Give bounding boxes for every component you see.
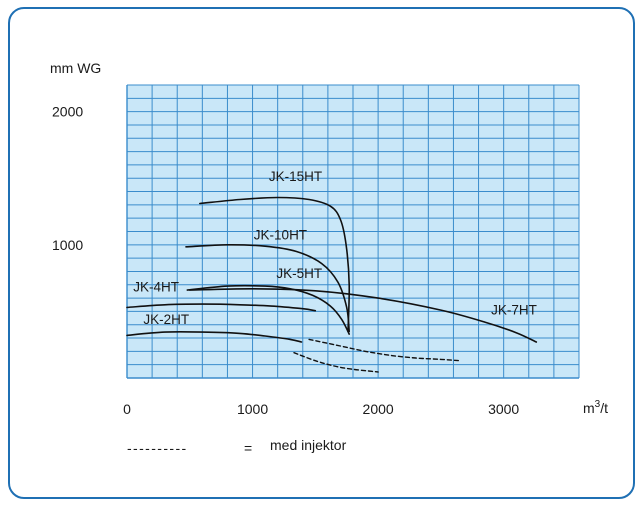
curve-labels: JK-15HT JK-10HT JK-5HT JK-4HT JK-7HT JK-2HT	[133, 169, 537, 327]
jk-2ht-curve	[126, 303, 317, 312]
injektor-curve-7	[308, 338, 461, 362]
x-axis-label-superscript: 3	[595, 399, 601, 410]
jk-15ht-curve	[199, 196, 351, 333]
curve-label-jk-2ht: JK-2HT	[143, 312, 189, 327]
x-tick-label: 3000	[488, 401, 519, 417]
curve-label-jk-7ht: JK-7HT	[491, 303, 537, 318]
x-axis-label: m3/t	[583, 399, 608, 416]
unlabeled-curve-6	[126, 330, 303, 343]
x-tick-label: 0	[123, 401, 131, 417]
jk-10ht-curve	[185, 243, 350, 333]
y-tick-label: 2000	[52, 104, 83, 120]
y-tick-label: 1000	[52, 237, 83, 253]
curve-label-jk-4ht: JK-4HT	[133, 279, 179, 294]
injektor-curve-8	[293, 352, 379, 373]
x-tick-label: 1000	[237, 401, 268, 417]
legend-text: med injektor	[270, 437, 347, 453]
jk-4ht-curve	[189, 287, 538, 343]
jk-5ht-curve	[186, 284, 350, 335]
legend-equals: =	[244, 440, 252, 456]
tick-labels: 0 1000 2000 3000 1000 2000	[52, 104, 519, 417]
x-axis-label-base: m	[583, 400, 595, 416]
curves	[126, 196, 538, 373]
curve-label-jk-10ht: JK-10HT	[254, 227, 307, 242]
y-axis-label: mm WG	[50, 60, 101, 76]
curve-label-jk-15ht: JK-15HT	[269, 169, 322, 184]
legend-dash-sample: ----------	[127, 440, 188, 456]
x-axis-label-tail: /t	[600, 400, 608, 416]
curve-label-jk-5ht: JK-5HT	[276, 266, 322, 281]
grid	[126, 84, 580, 379]
x-tick-label: 2000	[363, 401, 394, 417]
